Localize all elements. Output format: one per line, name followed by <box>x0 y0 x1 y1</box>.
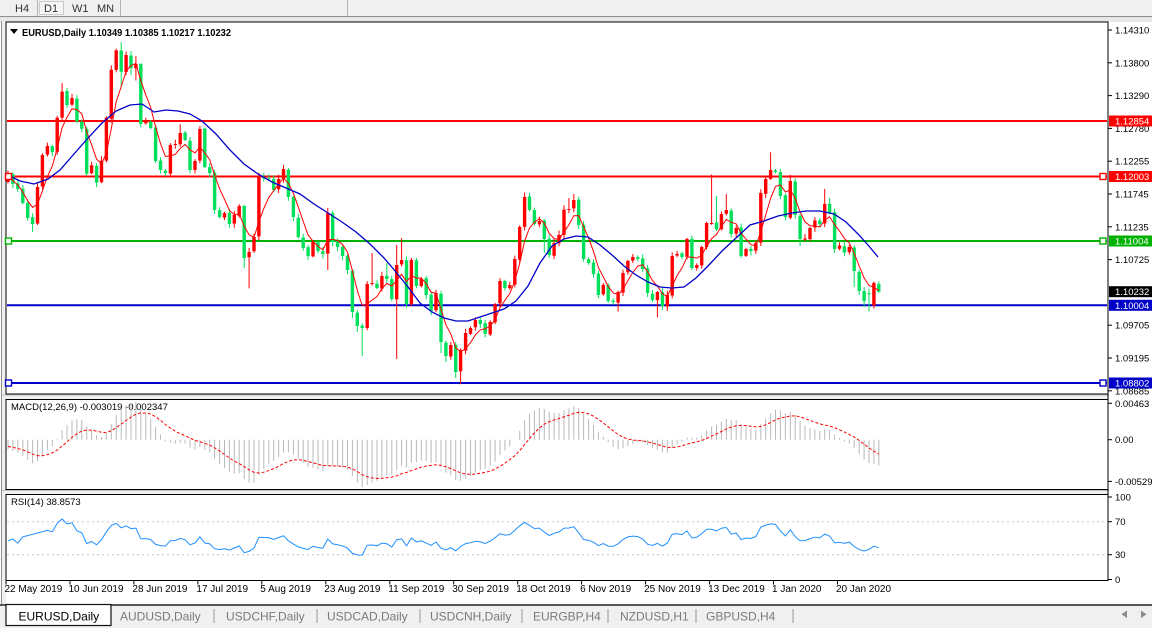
svg-text:MACD(12,26,9) -0.003019 -0.002: MACD(12,26,9) -0.003019 -0.002347 <box>11 402 168 413</box>
svg-text:1.13290: 1.13290 <box>1115 91 1149 102</box>
svg-text:1.10232: 1.10232 <box>1115 287 1149 298</box>
svg-text:1.12003: 1.12003 <box>1115 172 1149 183</box>
svg-text:RSI(14) 38.8573: RSI(14) 38.8573 <box>11 497 81 508</box>
svg-text:0: 0 <box>1115 575 1120 586</box>
svg-text:0.00463: 0.00463 <box>1115 399 1149 410</box>
svg-text:MN: MN <box>97 3 114 15</box>
svg-text:1.10004: 1.10004 <box>1115 301 1149 312</box>
svg-text:1.11004: 1.11004 <box>1115 237 1149 248</box>
svg-text:13 Dec 2019: 13 Dec 2019 <box>708 584 765 595</box>
svg-text:30 Sep 2019: 30 Sep 2019 <box>452 584 509 595</box>
svg-text:H4: H4 <box>15 3 29 15</box>
svg-text:22 May 2019: 22 May 2019 <box>5 584 63 595</box>
svg-text:5 Aug 2019: 5 Aug 2019 <box>260 584 311 595</box>
svg-text:EURUSD,Daily: EURUSD,Daily <box>19 610 100 624</box>
svg-text:1.11235: 1.11235 <box>1115 222 1149 233</box>
svg-text:18 Oct 2019: 18 Oct 2019 <box>516 584 571 595</box>
svg-text:30: 30 <box>1115 550 1126 561</box>
svg-text:6 Nov 2019: 6 Nov 2019 <box>580 584 632 595</box>
svg-text:EURGBP,H4: EURGBP,H4 <box>533 610 601 624</box>
svg-text:17 Jul 2019: 17 Jul 2019 <box>196 584 248 595</box>
svg-text:11 Sep 2019: 11 Sep 2019 <box>388 584 444 595</box>
svg-text:1 Jan 2020: 1 Jan 2020 <box>772 584 822 595</box>
svg-text:-0.005299: -0.005299 <box>1115 477 1152 488</box>
svg-text:1.08685: 1.08685 <box>1115 386 1149 397</box>
svg-text:25 Nov 2019: 25 Nov 2019 <box>644 584 701 595</box>
svg-text:23 Aug 2019: 23 Aug 2019 <box>324 584 381 595</box>
svg-text:1.12255: 1.12255 <box>1115 157 1149 168</box>
svg-text:1.13800: 1.13800 <box>1115 58 1149 69</box>
svg-text:W1: W1 <box>72 3 89 15</box>
svg-text:1.14310: 1.14310 <box>1115 26 1149 37</box>
svg-text:D1: D1 <box>44 3 58 15</box>
svg-text:28 Jun 2019: 28 Jun 2019 <box>132 584 187 595</box>
svg-text:1.09195: 1.09195 <box>1115 354 1149 365</box>
svg-text:1.12780: 1.12780 <box>1115 124 1149 135</box>
svg-text:GBPUSD,H4: GBPUSD,H4 <box>706 610 776 624</box>
svg-text:USDCNH,Daily: USDCNH,Daily <box>430 610 511 624</box>
svg-text:1.08802: 1.08802 <box>1115 379 1149 390</box>
svg-text:70: 70 <box>1115 517 1126 528</box>
svg-text:1.10725: 1.10725 <box>1115 255 1149 266</box>
svg-text:20 Jan 2020: 20 Jan 2020 <box>836 584 891 595</box>
svg-text:1.12854: 1.12854 <box>1115 117 1149 128</box>
svg-text:EURUSD,Daily 1.10349 1.10385: EURUSD,Daily 1.10349 1.10385 1.10217 1.1… <box>22 27 231 39</box>
svg-text:10 Jun 2019: 10 Jun 2019 <box>69 584 124 595</box>
svg-text:1.11745: 1.11745 <box>1115 190 1149 201</box>
svg-text:AUDUSD,Daily: AUDUSD,Daily <box>120 610 201 624</box>
svg-text:USDCHF,Daily: USDCHF,Daily <box>226 610 305 624</box>
svg-text:100: 100 <box>1115 493 1131 504</box>
svg-text:USDCAD,Daily: USDCAD,Daily <box>327 610 408 624</box>
svg-text:0.00: 0.00 <box>1115 435 1134 446</box>
svg-text:NZDUSD,H1: NZDUSD,H1 <box>620 610 689 624</box>
svg-text:1.09705: 1.09705 <box>1115 321 1149 332</box>
